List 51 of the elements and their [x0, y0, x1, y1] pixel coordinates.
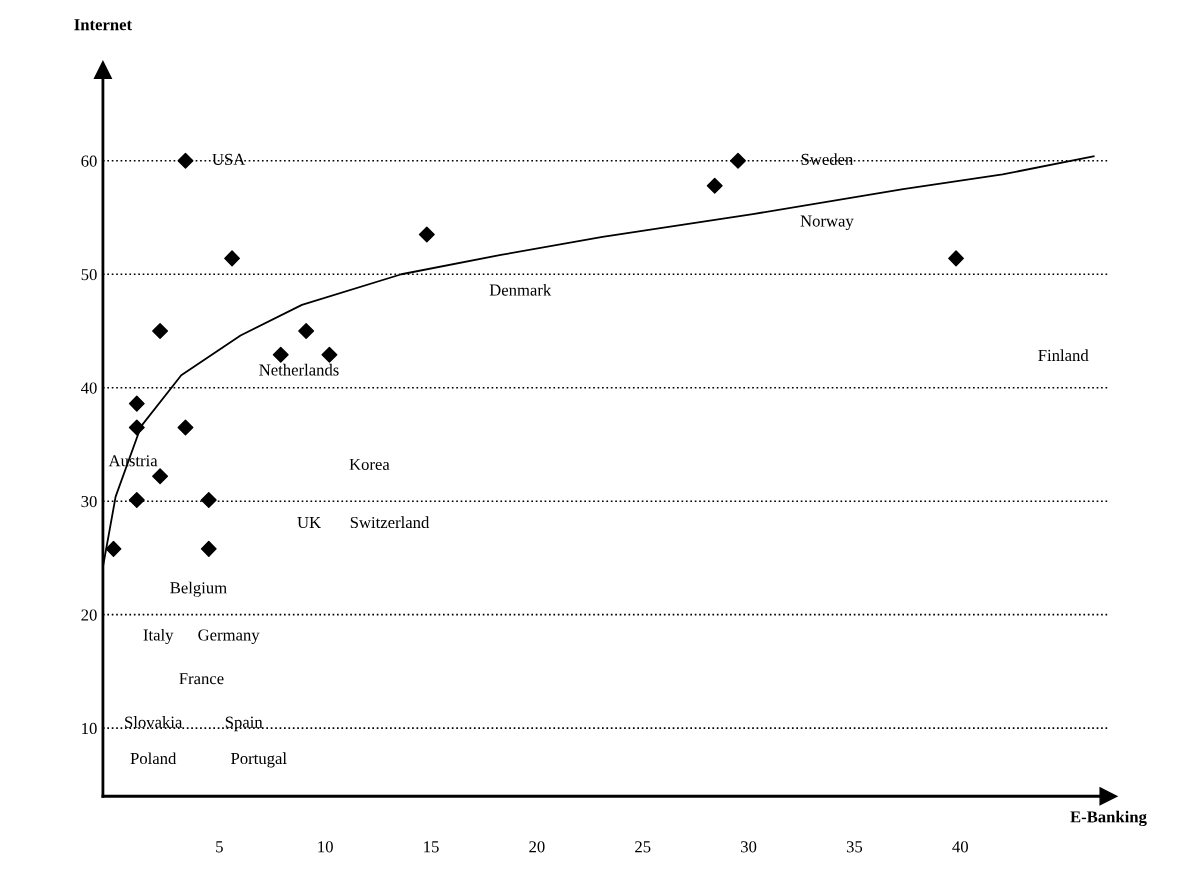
annotation: USA	[212, 153, 246, 165]
x-tick-label: 15	[424, 841, 439, 853]
annotation: Finland	[1038, 349, 1089, 362]
annotation: Germany	[198, 629, 260, 645]
point	[105, 540, 122, 557]
point	[200, 540, 217, 557]
point	[177, 419, 194, 436]
point	[200, 492, 217, 509]
point	[152, 468, 169, 485]
annotation: Poland	[130, 752, 177, 765]
y-tick-label: 50	[81, 268, 97, 281]
point	[730, 152, 746, 169]
x-tick-label: 20	[529, 841, 545, 853]
point	[321, 346, 338, 363]
annotation: Belgium	[170, 581, 227, 597]
y-axis-title: Internet	[74, 19, 133, 31]
point	[152, 323, 169, 339]
x-tick-label: 5	[216, 841, 223, 853]
annotation: UK	[297, 517, 321, 529]
annotation: Denmark	[489, 283, 552, 296]
annotation: Netherlands	[259, 363, 339, 376]
point	[224, 250, 241, 267]
point	[272, 346, 289, 363]
annotation: Sweden	[801, 153, 854, 165]
y-tick-label: 20	[81, 609, 97, 621]
x-tick-label: 35	[846, 841, 863, 853]
y-tick-label: 40	[81, 382, 97, 394]
point	[298, 323, 315, 339]
annotation: Norway	[800, 215, 854, 231]
y-tick-label: 30	[81, 495, 97, 508]
annotation: Spain	[225, 716, 263, 732]
x-tick-label: 30	[741, 841, 757, 853]
annotation: Italy	[143, 628, 174, 645]
x-tick-label: 10	[318, 841, 333, 853]
point	[706, 177, 723, 194]
y-tick-label: 10	[82, 722, 97, 735]
point	[128, 419, 145, 436]
point	[128, 492, 145, 509]
point	[418, 226, 435, 243]
annotation: Korea	[349, 458, 390, 470]
annotation: Switzerland	[350, 516, 430, 529]
x-tick-label: 40	[952, 841, 968, 853]
point	[177, 152, 194, 169]
annotation: Portugal	[231, 752, 287, 768]
point	[948, 250, 965, 267]
y-tick-label: 60	[81, 155, 97, 167]
x-axis-title: E-Banking	[1070, 810, 1147, 827]
x-tick-label: 25	[635, 841, 651, 853]
annotation: France	[179, 673, 224, 685]
point	[128, 395, 145, 412]
annotation: Slovakia	[125, 716, 183, 728]
